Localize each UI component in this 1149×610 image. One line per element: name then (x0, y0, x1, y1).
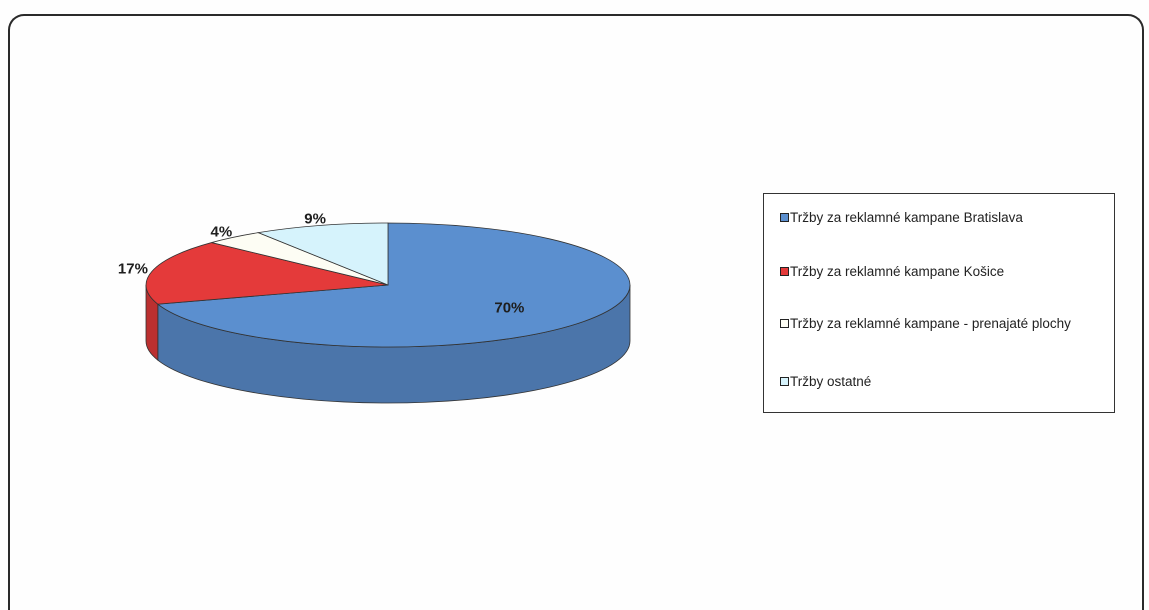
legend-swatch-0 (780, 213, 789, 222)
legend-label-3: Tržby ostatné (790, 374, 872, 389)
pie-slice-0 (156, 222, 631, 348)
legend-label-1: Tržby za reklamné kampane Košice (790, 264, 1005, 279)
chart-frame (8, 14, 1144, 610)
legend-label-2: Tržby za reklamné kampane - prenajaté pl… (790, 316, 1071, 331)
pie-label-2: 4% (211, 223, 233, 240)
chart-legend: Tržby za reklamné kampane Bratislava Tržb… (763, 193, 1115, 413)
pie-label-1: 17% (118, 260, 148, 277)
legend-swatch-3 (780, 377, 789, 386)
legend-swatch-2 (780, 319, 789, 328)
pie-slice-3 (256, 222, 389, 286)
pie-slice-1 (145, 242, 389, 305)
legend-item-0: Tržby za reklamné kampane Bratislava (780, 210, 1106, 225)
legend-item-1: Tržby za reklamné kampane Košice (780, 264, 1106, 279)
legend-item-3: Tržby ostatné (780, 374, 1106, 389)
legend-label-0: Tržby za reklamné kampane Bratislava (790, 210, 1023, 225)
pie-label-0: 70% (494, 300, 524, 317)
legend-item-2: Tržby za reklamné kampane - prenajaté pl… (780, 316, 1106, 331)
pie-label-3: 9% (304, 211, 326, 228)
legend-swatch-1 (780, 267, 789, 276)
